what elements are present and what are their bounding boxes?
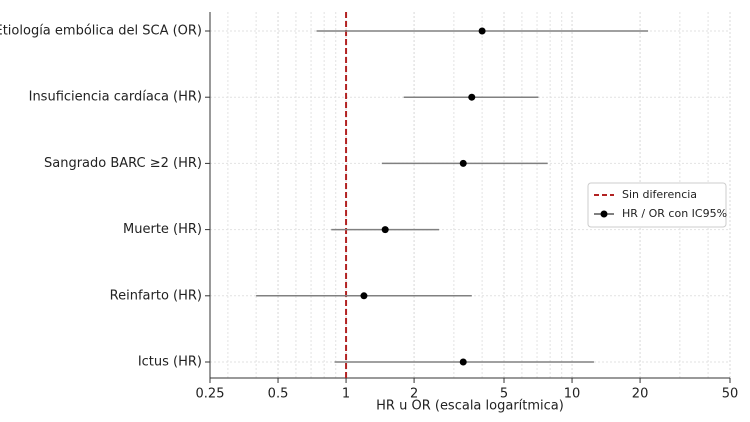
y-tick-label: Reinfarto (HR): [110, 288, 202, 303]
legend-marker: [600, 210, 608, 218]
y-tick-label: Sangrado BARC ≥2 (HR): [44, 156, 202, 171]
y-tick-label: Muerte (HR): [123, 222, 202, 237]
point: [381, 226, 389, 234]
point: [478, 27, 486, 35]
legend-label: Sin diferencia: [622, 188, 697, 201]
x-tick-label: 0.5: [268, 387, 289, 402]
y-tick-label: Insuficiencia cardíaca (HR): [29, 90, 202, 105]
x-tick-label: 20: [632, 387, 649, 402]
legend: Sin diferencia HR / OR con IC95%: [587, 182, 727, 228]
x-tick-label: 0.25: [196, 387, 225, 402]
x-tick-label: 5: [500, 387, 508, 402]
x-tick-label: 1: [342, 387, 350, 402]
x-tick-label: 10: [564, 387, 581, 402]
point: [459, 159, 467, 167]
point: [468, 93, 476, 101]
x-tick-label: 2: [410, 387, 418, 402]
x-axis-label: HR u OR (escala logarítmica): [376, 399, 564, 414]
point: [360, 292, 368, 300]
x-tick-label: 50: [722, 387, 739, 402]
legend-box: [587, 182, 727, 228]
y-tick-label: Ictus (HR): [138, 355, 202, 370]
legend-label: HR / OR con IC95%: [622, 207, 727, 220]
point: [459, 358, 467, 366]
y-tick-label: Etiología embólica del SCA (OR): [0, 24, 202, 39]
